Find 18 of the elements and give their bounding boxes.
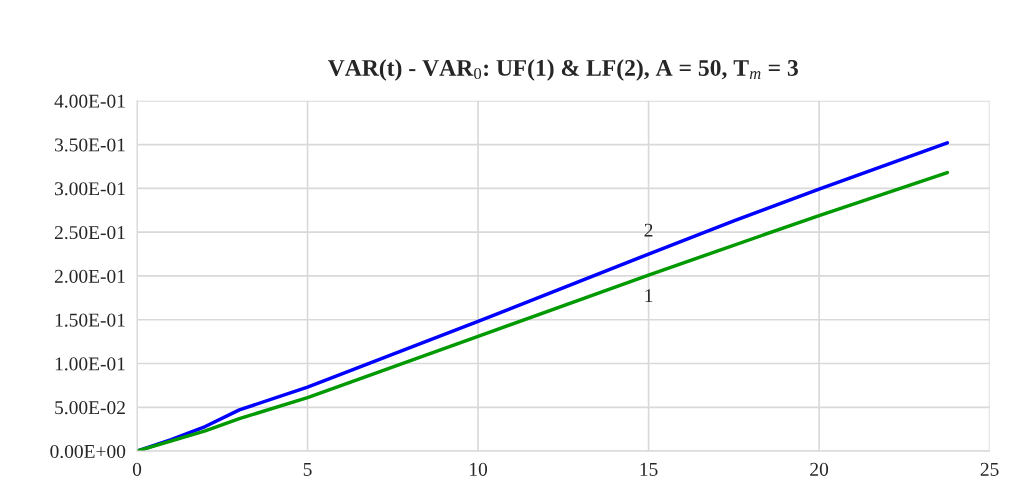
- x-tick-label: 25: [980, 462, 999, 476]
- y-tick-label: 1.00E-01: [55, 357, 125, 371]
- y-tick-label: 3.00E-01: [55, 182, 125, 196]
- x-tick-label: 0: [132, 462, 142, 476]
- y-tick-label: 2.00E-01: [54, 269, 125, 283]
- x-tick-label: 15: [640, 462, 658, 476]
- y-tick-label: 0.00E+00: [50, 444, 126, 459]
- x-tick-label: 5: [303, 462, 312, 476]
- x-tick-label: 10: [470, 462, 488, 476]
- y-tick-label: 4.00E-01: [54, 94, 125, 108]
- annotation: 2: [644, 223, 653, 237]
- y-tick-label: 1.50E-01: [55, 313, 125, 327]
- y-tick-label: 5.00E-02: [55, 401, 125, 415]
- y-tick-label: 3.50E-01: [55, 138, 125, 152]
- annotation: 1: [645, 289, 653, 302]
- x-tick-label: 20: [810, 462, 829, 476]
- chart-title: VAR(t) - VAR$_{0}$: UF(1) & LF(2), A = 50, T$_{m}$ = 3: [327, 59, 798, 81]
- y-tick-label: 2.50E-01: [54, 225, 125, 240]
